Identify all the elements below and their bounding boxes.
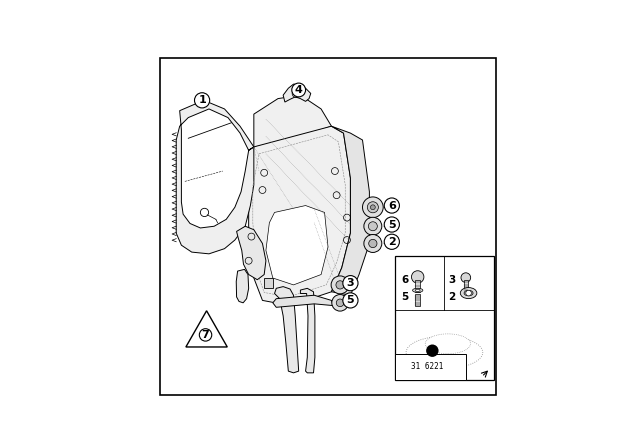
Circle shape [343, 276, 358, 291]
Text: 4: 4 [295, 85, 303, 95]
Circle shape [369, 222, 378, 231]
Circle shape [199, 329, 212, 341]
Ellipse shape [425, 334, 470, 354]
Text: ⚡: ⚡ [204, 327, 209, 336]
Ellipse shape [460, 288, 477, 299]
Bar [396, 255, 493, 380]
Polygon shape [236, 269, 249, 303]
Polygon shape [186, 311, 227, 347]
Circle shape [384, 234, 399, 250]
Circle shape [461, 273, 470, 283]
Text: 6: 6 [401, 276, 409, 285]
Bar [396, 354, 466, 380]
Ellipse shape [415, 289, 420, 291]
Ellipse shape [406, 336, 483, 369]
Polygon shape [300, 289, 315, 373]
Ellipse shape [413, 288, 423, 293]
Circle shape [331, 276, 349, 294]
Text: 2: 2 [448, 292, 455, 302]
Text: 2: 2 [388, 237, 396, 247]
Text: 5: 5 [347, 295, 354, 306]
Circle shape [336, 299, 344, 306]
Bar [264, 278, 273, 289]
Bar [464, 280, 468, 291]
Text: 7: 7 [202, 330, 209, 340]
Circle shape [466, 290, 471, 296]
Circle shape [362, 197, 383, 218]
Circle shape [384, 198, 399, 213]
Circle shape [343, 293, 358, 308]
Circle shape [336, 281, 344, 289]
Text: 3: 3 [448, 276, 455, 285]
Text: 31 6221: 31 6221 [411, 362, 444, 371]
Polygon shape [332, 126, 369, 295]
Polygon shape [237, 226, 266, 280]
Polygon shape [275, 287, 299, 373]
Circle shape [195, 93, 210, 108]
Polygon shape [249, 126, 351, 306]
Circle shape [426, 345, 438, 357]
Circle shape [371, 205, 375, 210]
Text: 5: 5 [388, 220, 396, 229]
Polygon shape [176, 100, 254, 254]
Circle shape [384, 217, 399, 232]
Polygon shape [254, 95, 332, 147]
Polygon shape [283, 84, 311, 102]
Circle shape [292, 83, 305, 97]
Circle shape [332, 294, 348, 311]
Text: 6: 6 [388, 201, 396, 211]
Polygon shape [266, 206, 328, 285]
Bar [415, 294, 420, 306]
Circle shape [369, 239, 377, 248]
Circle shape [412, 271, 424, 283]
Text: 3: 3 [347, 278, 354, 288]
Ellipse shape [464, 290, 473, 296]
Circle shape [364, 217, 382, 235]
Circle shape [364, 234, 382, 253]
Text: 1: 1 [198, 95, 206, 105]
Polygon shape [273, 295, 333, 307]
Bar [415, 280, 420, 293]
Circle shape [367, 202, 378, 213]
Text: 5: 5 [401, 292, 409, 302]
